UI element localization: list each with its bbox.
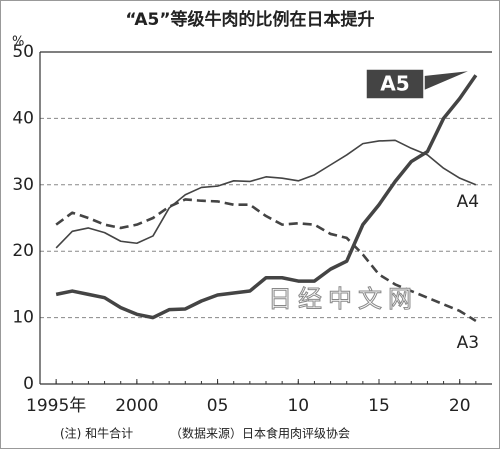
x-tick-label: 2000 xyxy=(115,396,158,416)
label-arrow xyxy=(424,71,468,90)
y-tick-label: 10 xyxy=(12,308,34,328)
series-line xyxy=(55,139,477,249)
series-label: A4 xyxy=(457,192,479,212)
x-tick-label: 15 xyxy=(368,396,390,416)
x-tick-label: 10 xyxy=(287,396,309,416)
y-tick-label: 40 xyxy=(12,108,34,128)
y-tick-label: 50 xyxy=(12,42,34,62)
y-tick-label: 0 xyxy=(23,374,34,394)
series-line xyxy=(55,198,477,323)
source: （数据来源）日本食用肉评级协会 xyxy=(170,426,350,441)
x-tick-label: 1995年 xyxy=(26,396,86,416)
watermark: 日经中文网 xyxy=(268,285,418,313)
label-box xyxy=(365,68,425,100)
chart-title: “A5”等级牛肉的比例在日本提升 xyxy=(125,9,374,30)
y-tick-label: 30 xyxy=(12,175,34,195)
x-tick-label: 05 xyxy=(207,396,229,416)
y-tick-label: 20 xyxy=(12,241,34,261)
series-label: A5 xyxy=(380,72,409,96)
note: (注) 和牛合计 xyxy=(60,426,133,441)
series-line xyxy=(55,74,478,320)
series-label: A3 xyxy=(457,333,479,353)
x-tick-label: 20 xyxy=(449,396,471,416)
y-axis-label: % xyxy=(12,35,24,50)
